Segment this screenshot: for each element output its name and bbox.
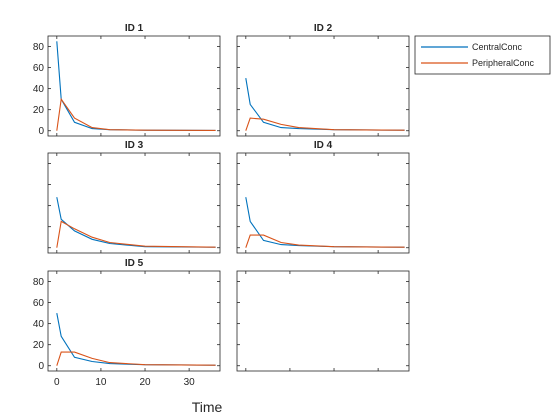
axes-box [236,152,410,254]
y-tick-label: 60 [33,298,45,309]
y-tick-label: 20 [33,340,45,351]
panel-title: ID 4 [314,140,333,151]
y-tick-label: 60 [33,63,45,74]
y-tick-label: 80 [33,42,45,53]
series-line-peripheralconc [56,97,216,131]
axes-box [236,270,410,372]
y-tick-label: 80 [33,277,45,288]
x-tick-label: 0 [54,377,60,388]
y-tick-label: 40 [33,84,45,95]
axes-box [47,152,221,254]
panel-title: ID 1 [125,23,144,34]
series-line-peripheralconc [56,351,216,366]
series-line-peripheralconc [56,220,216,248]
x-tick-label: 10 [95,377,107,388]
legend: CentralConc PeripheralConc [414,35,551,75]
legend-label-peripheral: PeripheralConc [472,58,535,68]
panel-3: ID 3 [47,140,221,254]
panel-5: ID 5 0 20 40 60 80 0 10 20 30 [33,258,221,388]
legend-box [414,35,551,75]
legend-label-central: CentralConc [472,42,523,52]
series-line-peripheralconc [245,234,405,248]
panel-4: ID 4 [236,140,410,254]
y-tick-label: 40 [33,319,45,330]
y-tick-label: 0 [38,361,44,372]
x-tick-label: 30 [184,377,196,388]
x-axis-label: Time [192,399,223,415]
series-line-peripheralconc [245,117,405,131]
panel-title: ID 2 [314,23,333,34]
y-tick-label: 0 [38,126,44,137]
panel-1: ID 1 0 20 40 60 80 [33,23,221,137]
axes-box [47,270,221,372]
panel-title: ID 3 [125,140,144,151]
panels: ID 1 0 20 40 60 80 ID 2 ID 3 ID 4 ID 5 0 20 40 60 80 0 1… [33,23,410,388]
panel-title: ID 5 [125,258,144,269]
panel-2: ID 2 [236,23,410,137]
x-tick-label: 20 [139,377,151,388]
y-tick-label: 20 [33,105,45,116]
panel-6 [236,270,410,372]
